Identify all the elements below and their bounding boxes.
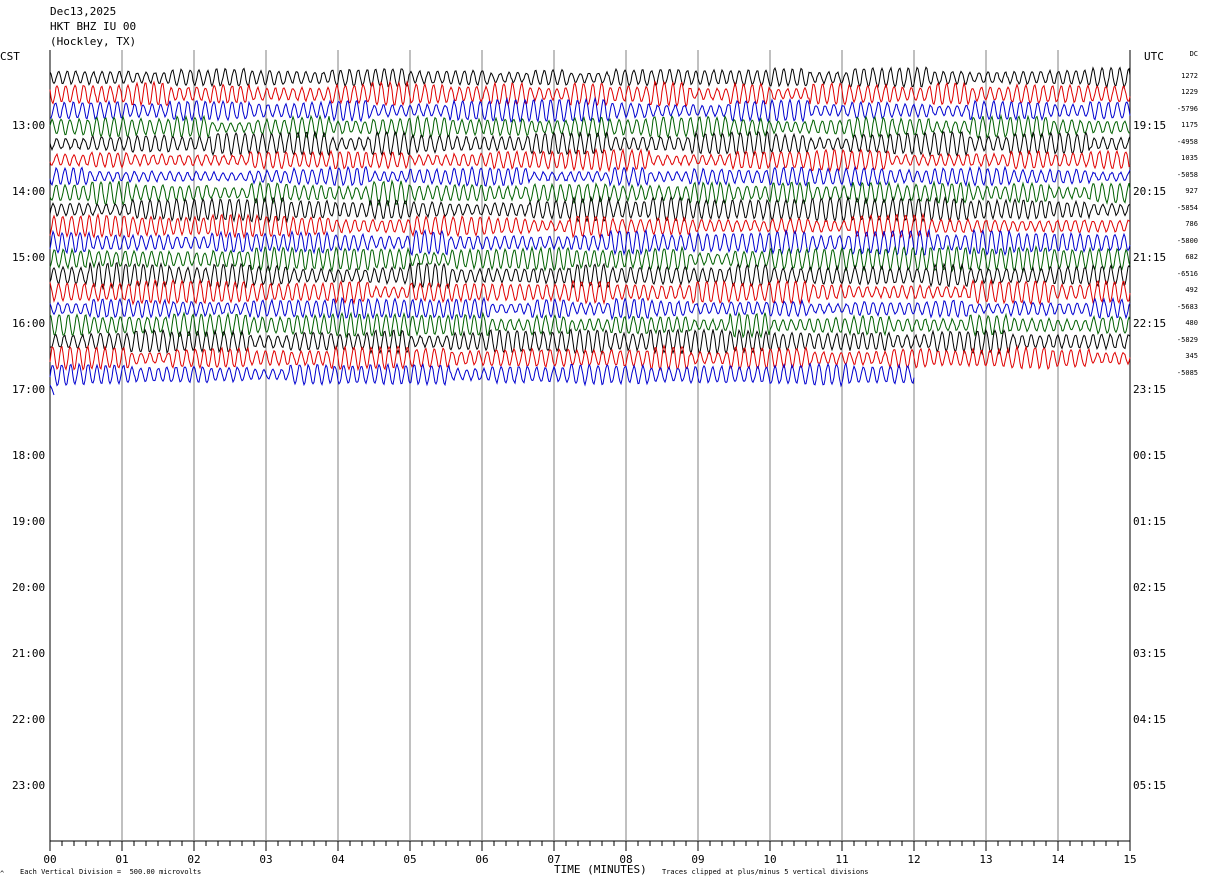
x-tick-label: 09 [691,853,704,866]
x-tick-label: 14 [1051,853,1065,866]
left-hour-label: 14:00 [12,185,46,198]
left-hour-label: 16:00 [12,317,46,330]
x-tick-label: 13 [979,853,992,866]
dc-offset-value: -5058 [1176,170,1198,179]
seismic-trace [49,96,1131,124]
left-hour-label: 17:00 [12,383,46,396]
clip-note: Traces clipped at plus/minus 5 vertical … [662,868,869,876]
dc-offset-value: 492 [1185,286,1198,294]
dc-offset-value: 786 [1185,220,1198,228]
dc-offset-value: -5829 [1176,335,1198,344]
x-tick-label: 05 [403,853,416,866]
x-axis-title: TIME (MINUTES) [554,863,647,876]
seismic-trace [49,278,1131,306]
dc-offset-value: 1272 [1181,71,1198,80]
left-hour-label: 13:00 [12,119,46,132]
right-hour-label: 21:15 [1133,251,1167,264]
right-hour-label: 19:15 [1133,119,1167,132]
seismic-trace [49,130,1131,158]
right-hour-label: 00:15 [1133,449,1167,462]
left-hour-label: 21:00 [12,647,46,660]
dc-offset-value: 1035 [1181,154,1198,162]
left-timezone-label: CST [0,50,20,63]
corner-mark: ^ [0,870,5,878]
dc-offset-value: -5085 [1176,368,1198,377]
right-hour-label: 03:15 [1133,647,1167,660]
dc-offset-value: 1175 [1181,121,1198,129]
seismic-trace [49,328,1131,356]
x-tick-label: 06 [475,853,488,866]
seismic-trace [49,311,1131,339]
x-tick-label: 01 [115,853,128,866]
seismic-trace [49,113,1131,141]
x-tick-label: 07 [547,853,560,866]
dc-offset-value: 927 [1185,187,1198,195]
station-code: HKT BHZ IU 00 [50,20,137,33]
seismic-trace [49,80,1131,108]
left-hour-label: 19:00 [12,515,46,528]
left-hour-label: 20:00 [12,581,46,594]
x-tick-label: 08 [619,853,632,866]
right-hour-label: 02:15 [1133,581,1167,594]
x-tick-label: 04 [331,853,345,866]
right-hour-label: 22:15 [1133,317,1167,330]
dc-offset-value: -6516 [1176,269,1198,278]
x-tick-label: 10 [763,853,776,866]
left-hour-label: 15:00 [12,251,46,264]
right-hour-label: 20:15 [1133,185,1167,198]
x-tick-label: 11 [835,853,848,866]
seismic-trace [49,296,1131,321]
seismic-trace [49,195,1131,224]
dc-header-label: DC [1189,50,1198,58]
dc-offset-value: -5683 [1176,302,1198,311]
seismic-trace [49,384,55,396]
dc-offset-value: 480 [1185,319,1198,327]
seismic-trace [49,212,1131,240]
x-tick-label: 02 [187,853,200,866]
seismic-trace [49,362,915,388]
left-hour-label: 18:00 [12,449,46,462]
dc-offset-value: -5800 [1176,236,1198,245]
dc-offset-value: 345 [1185,352,1198,360]
x-tick-label: 03 [259,853,272,866]
x-tick-label: 00 [43,853,56,866]
right-hour-label: 05:15 [1133,779,1167,792]
x-tick-label: 12 [907,853,920,866]
dc-offset-value: 682 [1185,253,1198,261]
left-hour-label: 23:00 [12,779,46,792]
seismic-trace [49,66,1131,89]
seismic-trace [49,244,1131,273]
seismic-trace [49,228,1131,258]
right-hour-label: 04:15 [1133,713,1167,726]
record-date: Dec13,2025 [50,5,117,18]
dc-offset-value: 1229 [1181,88,1198,96]
seismic-trace [49,179,1131,207]
seismic-trace [49,344,1131,372]
left-hour-label: 22:00 [12,713,46,726]
scale-note: Each Vertical Division = 500.00 microvol… [20,868,202,876]
station-location: (Hockley, TX) [50,35,137,48]
seismic-trace [49,165,1131,188]
right-timezone-label: UTC [1144,50,1164,63]
dc-offset-value: -4958 [1176,137,1198,146]
right-hour-label: 23:15 [1133,383,1167,396]
right-hour-label: 01:15 [1133,515,1167,528]
dc-offset-value: -5796 [1176,104,1198,113]
x-tick-label: 15 [1123,853,1136,866]
seismic-trace [49,147,1131,173]
dc-offset-value: -5854 [1176,203,1198,212]
